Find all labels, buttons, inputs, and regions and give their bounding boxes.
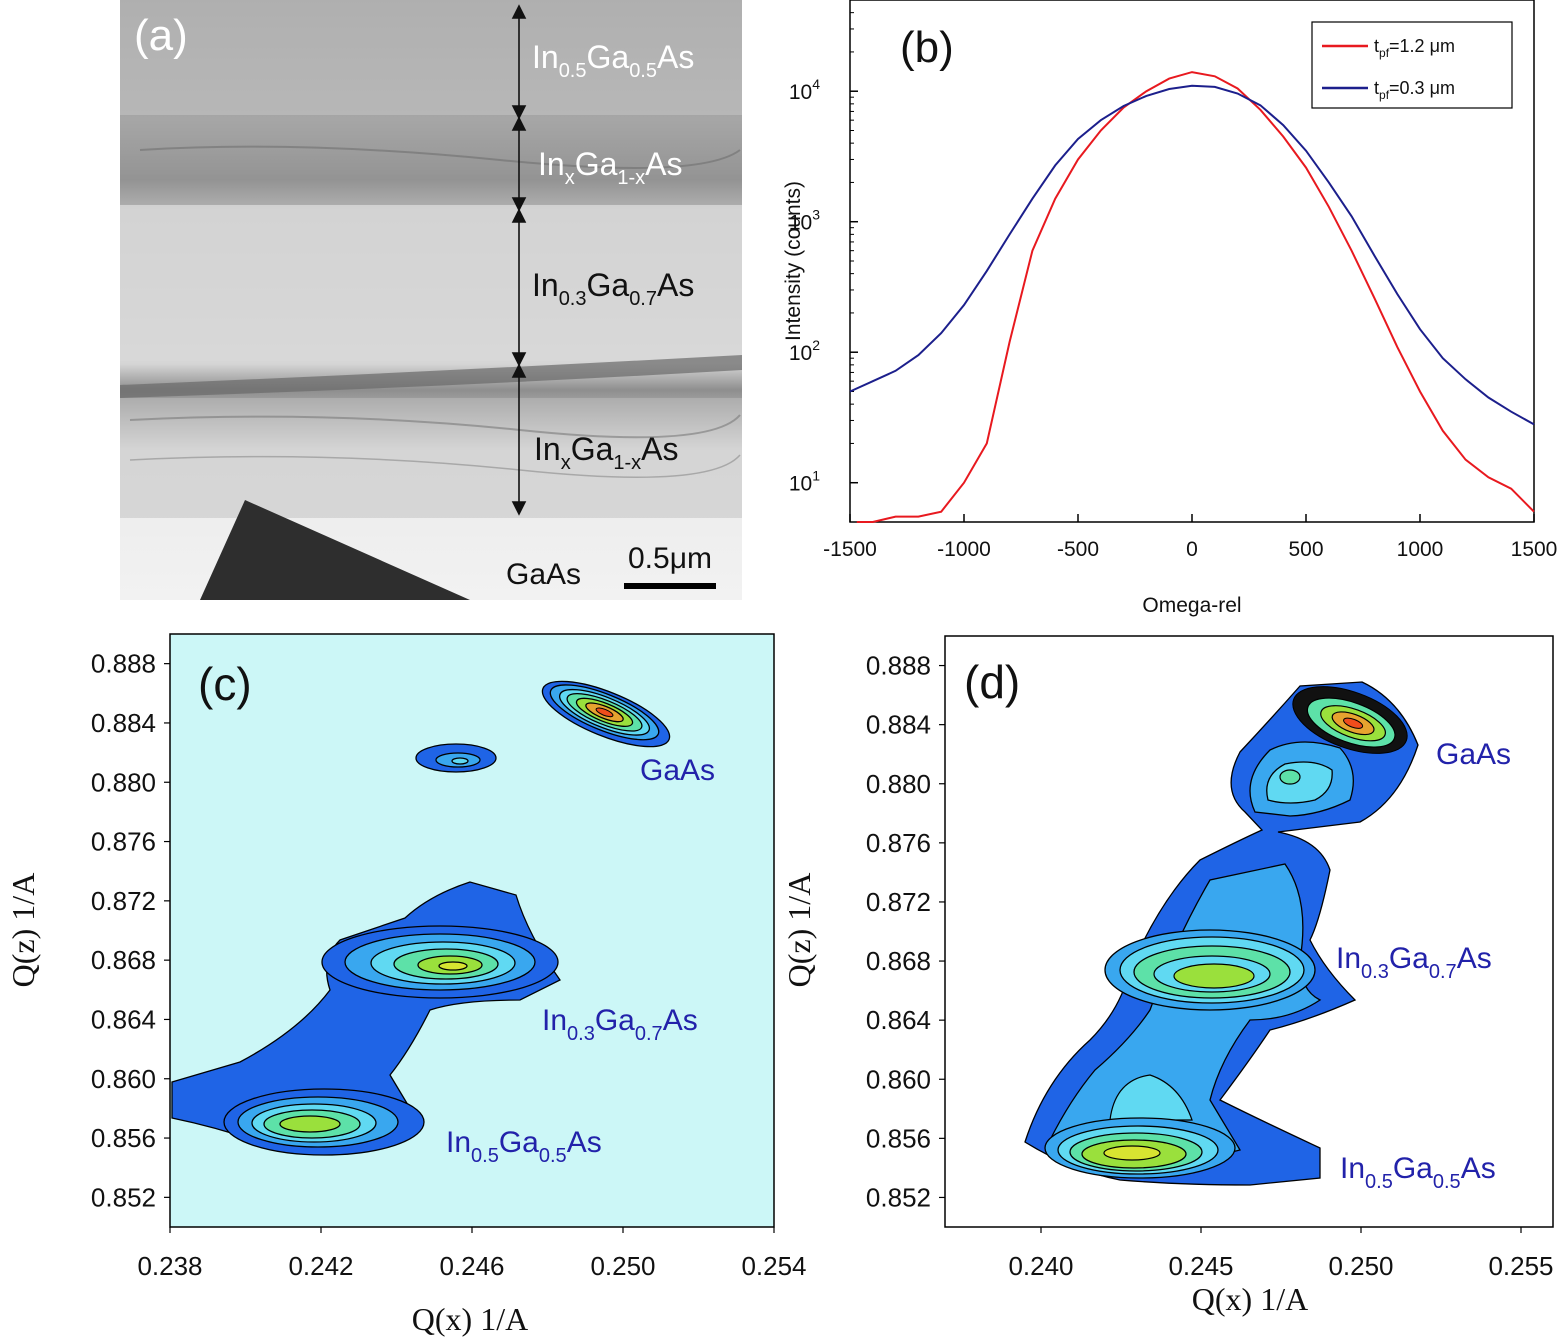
rsm-xtick-label: 0.242 bbox=[288, 1251, 353, 1281]
series-tpf-1.2 bbox=[856, 71, 1535, 523]
rsm-ytick-label: 0.872 bbox=[866, 887, 931, 917]
tem-top-layer bbox=[120, 0, 742, 115]
layer-label-1: In0.5Ga0.5As bbox=[532, 39, 694, 82]
rsm-xtick-label: 0.245 bbox=[1168, 1251, 1233, 1281]
rsm-xtick-label: 0.240 bbox=[1008, 1251, 1073, 1281]
rsm-ytick-label: 0.868 bbox=[866, 946, 931, 976]
rsm-c-peak-label-gaas: GaAs bbox=[640, 754, 715, 787]
tem-dark-line bbox=[120, 355, 742, 398]
rsm-xtick-label: 0.250 bbox=[590, 1251, 655, 1281]
rsm-d-xlabel: Q(x) 1/A bbox=[1192, 1281, 1308, 1317]
rsm-xtick-label: 0.250 bbox=[1328, 1251, 1393, 1281]
rsm-d-peak-label-in03: In0.3Ga0.7As bbox=[1336, 942, 1492, 983]
panel-a-label: (a) bbox=[134, 11, 188, 60]
rsm-c-contours bbox=[171, 680, 671, 1156]
plot-b-xtick-label: 0 bbox=[1186, 538, 1198, 561]
scalebar-label: 0.5μm bbox=[628, 542, 712, 575]
panel-b-label: (b) bbox=[900, 23, 954, 72]
rsm-d-contours bbox=[1024, 681, 1419, 1186]
rsm-c-peak-label-in05: In0.5Ga0.5As bbox=[446, 1126, 602, 1167]
rsm-ytick-label: 0.864 bbox=[866, 1005, 931, 1035]
plot-b-xtick-label: 1500 bbox=[1511, 538, 1558, 561]
rsm-ytick-label: 0.876 bbox=[91, 827, 156, 857]
layer-label-4: InxGa1-xAs bbox=[534, 431, 679, 474]
panel-a: (a) In0.5Ga0.5As InxGa1-xAs In0.3Ga0.7As… bbox=[120, 0, 742, 600]
scalebar bbox=[624, 583, 716, 589]
rsm-xtick-label: 0.255 bbox=[1488, 1251, 1553, 1281]
legend-item-1: tpf=1.2 μm bbox=[1374, 36, 1455, 60]
plot-b-xtick-label: -1500 bbox=[823, 538, 877, 561]
rsm-d-peak-label-in05: In0.5Ga0.5As bbox=[1340, 1152, 1496, 1193]
panel-d-label: (d) bbox=[964, 656, 1020, 708]
plot-b-ylabel: Intensity (counts) bbox=[782, 181, 805, 341]
rsm-c-peak-label-in03: In0.3Ga0.7As bbox=[542, 1004, 698, 1045]
plot-b-ytick-label: 101 bbox=[789, 468, 820, 496]
rsm-ytick-label: 0.888 bbox=[866, 651, 931, 681]
tem-mid-layer bbox=[120, 205, 742, 365]
rsm-xtick-label: 0.246 bbox=[439, 1251, 504, 1281]
rsm-ytick-label: 0.880 bbox=[91, 767, 156, 797]
rsm-ytick-label: 0.856 bbox=[91, 1123, 156, 1153]
plot-b-xlabel: Omega-rel bbox=[1142, 594, 1241, 617]
plot-b-xtick-label: -500 bbox=[1057, 538, 1099, 561]
plot-b-xtick-label: 1000 bbox=[1397, 538, 1444, 561]
rsm-ytick-label: 0.884 bbox=[91, 708, 156, 738]
layer-label-2: InxGa1-xAs bbox=[538, 146, 683, 189]
rsm-c-xlabel: Q(x) 1/A bbox=[412, 1301, 528, 1337]
rsm-xtick-label: 0.238 bbox=[137, 1251, 202, 1281]
panel-b: -1500 -1000 -500 0 500 1000 1500 101 102 103 104 (… bbox=[782, 0, 1557, 617]
plot-b-ticks: -1500 -1000 -500 0 500 1000 1500 101 102 103 104 bbox=[789, 12, 1558, 561]
rsm-ytick-label: 0.860 bbox=[866, 1064, 931, 1094]
rsm-ytick-label: 0.852 bbox=[91, 1182, 156, 1212]
panel-c-label: (c) bbox=[198, 658, 252, 710]
rsm-ytick-label: 0.856 bbox=[866, 1123, 931, 1153]
rsm-xtick-label: 0.254 bbox=[741, 1251, 806, 1281]
rsm-ytick-label: 0.880 bbox=[866, 769, 931, 799]
plot-b-ytick-label: 104 bbox=[789, 76, 820, 104]
tem-defect-band-1 bbox=[120, 115, 742, 205]
rsm-ytick-label: 0.860 bbox=[91, 1064, 156, 1094]
rsm-ytick-label: 0.884 bbox=[866, 710, 931, 740]
rsm-ytick-label: 0.852 bbox=[866, 1182, 931, 1212]
panel-d: (d) GaAs In0.3Ga0.7As In0.5Ga0.5As 0.240… bbox=[781, 635, 1554, 1317]
rsm-d-ticks: 0.240 0.245 0.250 0.255 0.852 0.856 0.860 0.864… bbox=[866, 651, 1554, 1281]
panel-c: (c) GaAs In0.3Ga0.7As In0.5Ga0.5As 0.238… bbox=[5, 633, 807, 1337]
rsm-ytick-label: 0.868 bbox=[91, 945, 156, 975]
tem-dark-wedge bbox=[200, 500, 470, 600]
rsm-ytick-label: 0.864 bbox=[91, 1004, 156, 1034]
rsm-c-ylabel: Q(z) 1/A bbox=[5, 873, 41, 988]
plot-b-xtick-label: -1000 bbox=[937, 538, 991, 561]
legend-item-2: tpf=0.3 μm bbox=[1374, 78, 1455, 102]
rsm-c-ticks: 0.238 0.242 0.246 0.250 0.254 0.852 0.856 0.860… bbox=[91, 649, 807, 1281]
rsm-ytick-label: 0.872 bbox=[91, 886, 156, 916]
rsm-ytick-label: 0.888 bbox=[91, 649, 156, 679]
rsm-d-ylabel: Q(z) 1/A bbox=[781, 873, 817, 988]
rsm-d-peak-label-gaas: GaAs bbox=[1436, 738, 1511, 771]
plot-b-ytick-label: 103 bbox=[789, 207, 820, 235]
series-tpf-0.3 bbox=[849, 84, 1535, 426]
layer-label-3: In0.3Ga0.7As bbox=[532, 267, 694, 310]
plot-b-ytick-label: 102 bbox=[789, 337, 820, 365]
tem-defect-band-2 bbox=[120, 398, 742, 518]
thickness-arrows bbox=[511, 4, 527, 516]
legend-b: tpf=1.2 μm tpf=0.3 μm bbox=[1311, 21, 1513, 109]
plot-b-xtick-label: 500 bbox=[1288, 538, 1323, 561]
substrate-label: GaAs bbox=[506, 558, 581, 591]
rsm-ytick-label: 0.876 bbox=[866, 828, 931, 858]
